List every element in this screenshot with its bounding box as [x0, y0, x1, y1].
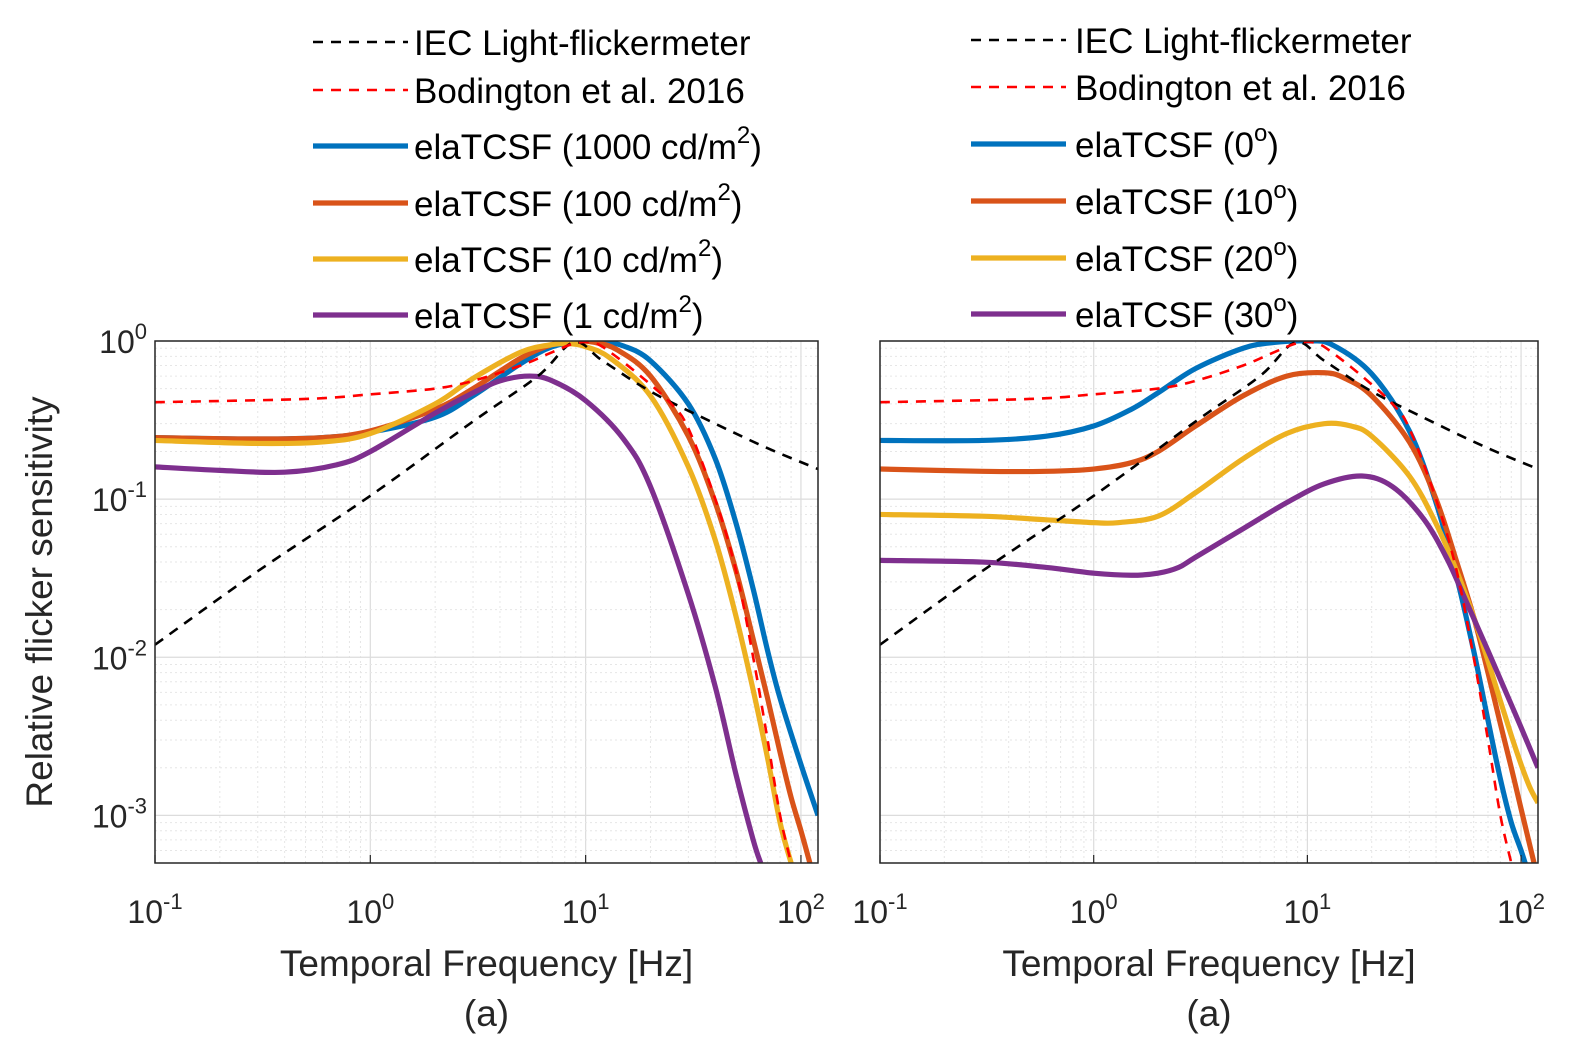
x-axis-label: Temporal Frequency [Hz]	[1002, 943, 1415, 984]
legend-entry: elaTCSF (30o)	[1075, 290, 1298, 335]
series-line-iec-light-flickermeter	[880, 341, 1538, 646]
panel-right: 10-1 100 101 102 Temporal Frequency [Hz] (a) I…	[852, 22, 1545, 1034]
legend-entry: Bodington et al. 2016	[414, 72, 745, 111]
series-line-bodington-et-al-2016	[880, 341, 1513, 863]
legend-entry: elaTCSF (10o)	[1075, 177, 1298, 222]
y-tick-label: 10-2	[92, 635, 147, 676]
series-line-elatcsf-30o	[880, 473, 1538, 769]
y-tick-label: 100	[99, 319, 147, 360]
x-tick-label: 101	[562, 889, 610, 930]
series-line-elatcsf-10o	[880, 369, 1537, 863]
series-line-elatcsf-1-cd-m2	[155, 373, 764, 863]
series-line-iec-light-flickermeter	[155, 341, 818, 646]
legend-entry: elaTCSF (1 cd/m2)	[414, 291, 704, 336]
y-tick-label: 10-1	[92, 477, 147, 518]
legend-entry: IEC Light-flickermeter	[1075, 22, 1412, 61]
series-group	[880, 341, 1538, 863]
x-axis-label: Temporal Frequency [Hz]	[280, 943, 693, 984]
legend-entry: elaTCSF (20o)	[1075, 234, 1298, 279]
legend-entry: elaTCSF (0o)	[1075, 120, 1279, 165]
series-group	[155, 341, 818, 863]
x-tick-label: 100	[346, 889, 394, 930]
legend: IEC Light-flickermeter Bodington et al. 2…	[971, 22, 1412, 335]
legend-entry: elaTCSF (1000 cd/m2)	[414, 122, 762, 167]
series-line-elatcsf-0o	[880, 341, 1528, 863]
y-axis-label: Relative flicker sensitivity	[19, 396, 60, 808]
x-tick-label: 100	[1070, 889, 1118, 930]
series-line-bodington-et-al-2016	[155, 341, 793, 863]
plot-area	[880, 341, 1538, 863]
legend-entry: IEC Light-flickermeter	[414, 24, 751, 63]
axes-box	[879, 340, 1539, 864]
x-tick-label: 101	[1283, 889, 1331, 930]
x-tick-label: 102	[1497, 889, 1545, 930]
x-tick-label: 10-1	[852, 889, 907, 930]
legend: IEC Light-flickermeter Bodington et al. 2…	[313, 24, 762, 336]
legend-entry: Bodington et al. 2016	[1075, 69, 1406, 108]
series-line-elatcsf-20o	[880, 420, 1538, 805]
axes-box	[154, 340, 819, 864]
y-tick-label: 10-3	[92, 793, 147, 834]
legend-entry: elaTCSF (100 cd/m2)	[414, 179, 742, 224]
legend-entry: elaTCSF (10 cd/m2)	[414, 235, 723, 280]
panel-label: (a)	[464, 993, 509, 1034]
x-tick-label: 102	[777, 889, 825, 930]
plot-area	[155, 341, 818, 863]
x-tick-label: 10-1	[127, 889, 182, 930]
panel-left: 10-1 100 101 102 100 10-1 10-2 10-3 Temporal Fre…	[19, 24, 825, 1034]
panel-label: (a)	[1186, 993, 1231, 1034]
